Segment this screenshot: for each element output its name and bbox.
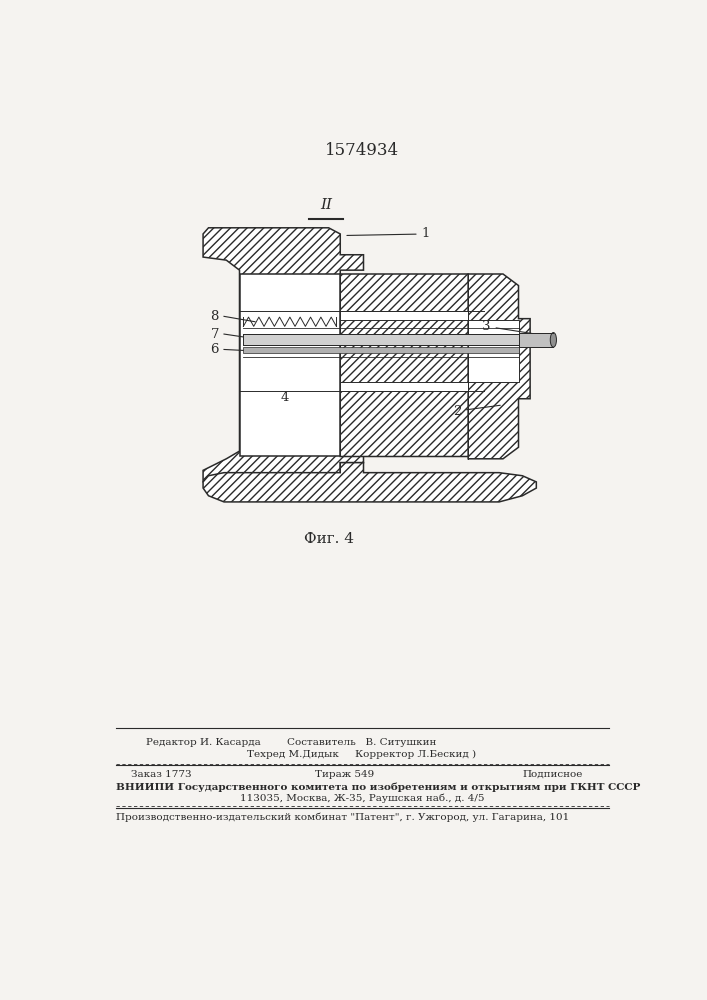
Polygon shape: [203, 228, 363, 488]
Text: Редактор И. Касарда: Редактор И. Касарда: [146, 738, 262, 747]
Text: Подписное: Подписное: [522, 770, 583, 779]
Polygon shape: [518, 333, 554, 347]
Polygon shape: [240, 274, 340, 456]
Text: 4: 4: [280, 391, 288, 404]
Text: 2: 2: [452, 405, 501, 418]
Text: 8: 8: [211, 310, 219, 323]
Polygon shape: [340, 311, 468, 320]
Polygon shape: [243, 347, 518, 353]
Text: Составитель   В. Ситушкин: Составитель В. Ситушкин: [287, 738, 437, 747]
Polygon shape: [203, 463, 537, 502]
Text: 1: 1: [347, 227, 430, 240]
Text: 6: 6: [211, 343, 219, 356]
Ellipse shape: [550, 333, 556, 347]
Text: Производственно-издательский комбинат "Патент", г. Ужгород, ул. Гагарина, 101: Производственно-издательский комбинат "П…: [115, 812, 568, 822]
Text: II: II: [320, 198, 332, 212]
Text: 3: 3: [482, 320, 543, 335]
Text: ВНИИПИ Государственного комитета по изобретениям и открытиям при ГКНТ СССР: ВНИИПИ Государственного комитета по изоб…: [115, 782, 640, 792]
Polygon shape: [468, 320, 518, 382]
Text: 1574934: 1574934: [325, 142, 399, 159]
Polygon shape: [340, 382, 468, 391]
Text: 113035, Москва, Ж-35, Раушская наб., д. 4/5: 113035, Москва, Ж-35, Раушская наб., д. …: [240, 794, 484, 803]
Text: Техред М.Дидык     Корректор Л.Бескид ): Техред М.Дидык Корректор Л.Бескид ): [247, 750, 477, 759]
Text: Тираж 549: Тираж 549: [315, 770, 374, 779]
Polygon shape: [243, 334, 518, 345]
Polygon shape: [340, 274, 495, 456]
Text: Фиг. 4: Фиг. 4: [303, 532, 354, 546]
Text: 7: 7: [211, 328, 219, 341]
Text: Заказ 1773: Заказ 1773: [131, 770, 192, 779]
Polygon shape: [468, 274, 530, 459]
